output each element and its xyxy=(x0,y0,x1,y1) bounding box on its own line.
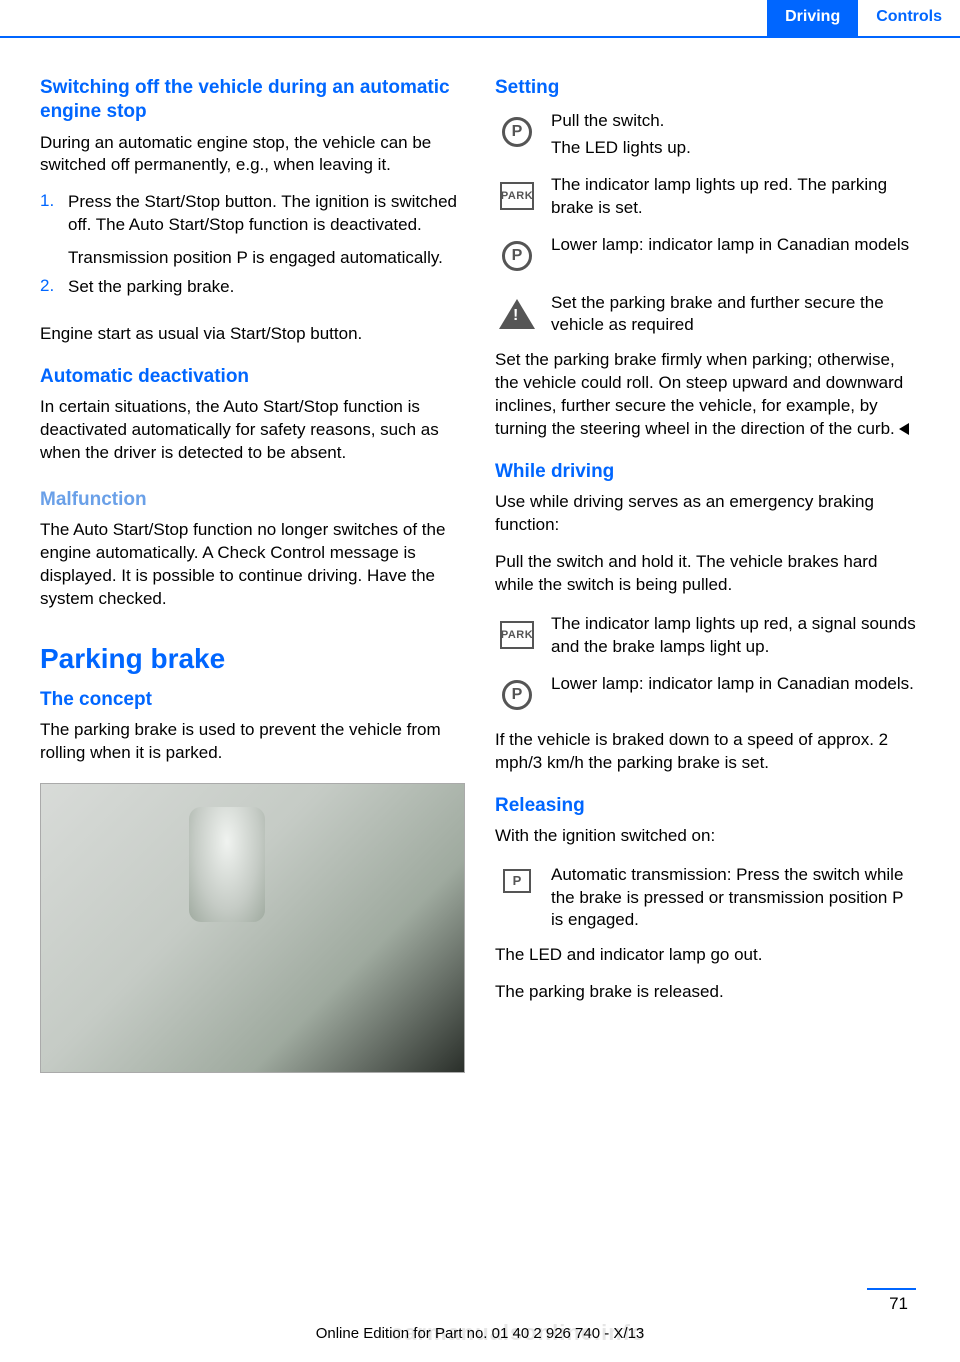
list-number: 1. xyxy=(40,191,68,237)
triangle-left-icon xyxy=(899,423,909,435)
left-column: Switching off the vehicle during an auto… xyxy=(40,76,465,1073)
para-concept: The parking brake is used to prevent the… xyxy=(40,719,465,765)
watermark: carmanualsonline.info xyxy=(391,1320,646,1346)
park-indicator-icon: PARK xyxy=(495,174,539,218)
ordered-list: 1. Press the Start/Stop button. The igni… xyxy=(40,191,465,309)
icon-row: PARK The indicator lamp lights up red. T… xyxy=(495,174,920,220)
text-setfirm: Set the parking brake firmly when parkin… xyxy=(495,350,903,438)
icon-row: P Automatic transmission: Press the swit… xyxy=(495,864,920,933)
icon-text: Pull the switch. The LED lights up. xyxy=(551,110,691,160)
icon-row: P Lower lamp: indicator lamp in Canadian… xyxy=(495,673,920,717)
heading-malfunction: Malfunction xyxy=(40,489,465,511)
list-text: Press the Start/Stop button. The ignitio… xyxy=(68,191,465,237)
para-setfirm: Set the parking brake firmly when parkin… xyxy=(495,349,920,441)
para-autodeact: In certain situations, the Auto Start/St… xyxy=(40,396,465,465)
heading-releasing: Releasing xyxy=(495,795,920,817)
list-text: Set the parking brake. xyxy=(68,276,234,299)
heading-setting: Setting xyxy=(495,76,920,100)
text-led: The LED lights up. xyxy=(551,137,691,160)
warning-row: Set the parking brake and further secure… xyxy=(495,292,920,338)
text-park-ind: The indicator lamp lights up red. The pa… xyxy=(551,174,920,220)
list-item: 1. Press the Start/Stop button. The igni… xyxy=(40,191,465,237)
para-while: Use while driving serves as an emergency… xyxy=(495,491,920,537)
tab-driving: Driving xyxy=(767,0,858,36)
text-while-lower: Lower lamp: indicator lamp in Canadian m… xyxy=(551,673,914,696)
para-switchoff: During an automatic engine stop, the veh… xyxy=(40,132,465,178)
park-indicator-icon: PARK xyxy=(495,613,539,657)
right-column: Setting P Pull the switch. The LED light… xyxy=(495,76,920,1073)
list-item: 2. Set the parking brake. xyxy=(40,276,465,299)
content-area: Switching off the vehicle during an auto… xyxy=(0,38,960,1073)
icon-row: P Lower lamp: indicator lamp in Canadian… xyxy=(495,234,920,278)
text-warning: Set the parking brake and further secure… xyxy=(551,292,920,338)
p-circle-icon: P xyxy=(495,234,539,278)
icon-row: P Pull the switch. The LED lights up. xyxy=(495,110,920,160)
text-while-ind: The indicator lamp lights up red, a sign… xyxy=(551,613,920,659)
warning-icon xyxy=(495,292,539,336)
heading-autodeact: Automatic deactivation xyxy=(40,366,465,388)
p-circle-icon: P xyxy=(495,673,539,717)
para-released: The parking brake is released. xyxy=(495,981,920,1004)
para-ledout: The LED and indicator lamp go out. xyxy=(495,944,920,967)
list-subtext: Transmission position P is engaged autom… xyxy=(68,247,465,270)
heading-while: While driving xyxy=(495,461,920,483)
text-pull: Pull the switch. xyxy=(551,110,691,133)
header-bar: Driving Controls xyxy=(0,0,960,38)
para-ignition: With the ignition switched on: xyxy=(495,825,920,848)
p-box-icon: P xyxy=(495,864,539,898)
text-auto: Automatic transmission: Press the switch… xyxy=(551,864,920,933)
icon-row: PARK The indicator lamp lights up red, a… xyxy=(495,613,920,659)
text-park-lower: Lower lamp: indicator lamp in Canadian m… xyxy=(551,234,909,257)
console-photo xyxy=(40,783,465,1073)
page-number: 71 xyxy=(867,1288,916,1314)
para-engine: Engine start as usual via Start/Stop but… xyxy=(40,323,465,346)
para-malfunction: The Auto Start/Stop function no longer s… xyxy=(40,519,465,611)
para-pullhold: Pull the switch and hold it. The vehicle… xyxy=(495,551,920,597)
heading-parking-brake: Parking brake xyxy=(40,643,465,675)
para-braked: If the vehicle is braked down to a speed… xyxy=(495,729,920,775)
tab-controls: Controls xyxy=(858,0,960,36)
heading-switchoff: Switching off the vehicle during an auto… xyxy=(40,76,465,124)
list-number: 2. xyxy=(40,276,68,299)
heading-concept: The concept xyxy=(40,689,465,711)
p-switch-icon: P xyxy=(495,110,539,154)
